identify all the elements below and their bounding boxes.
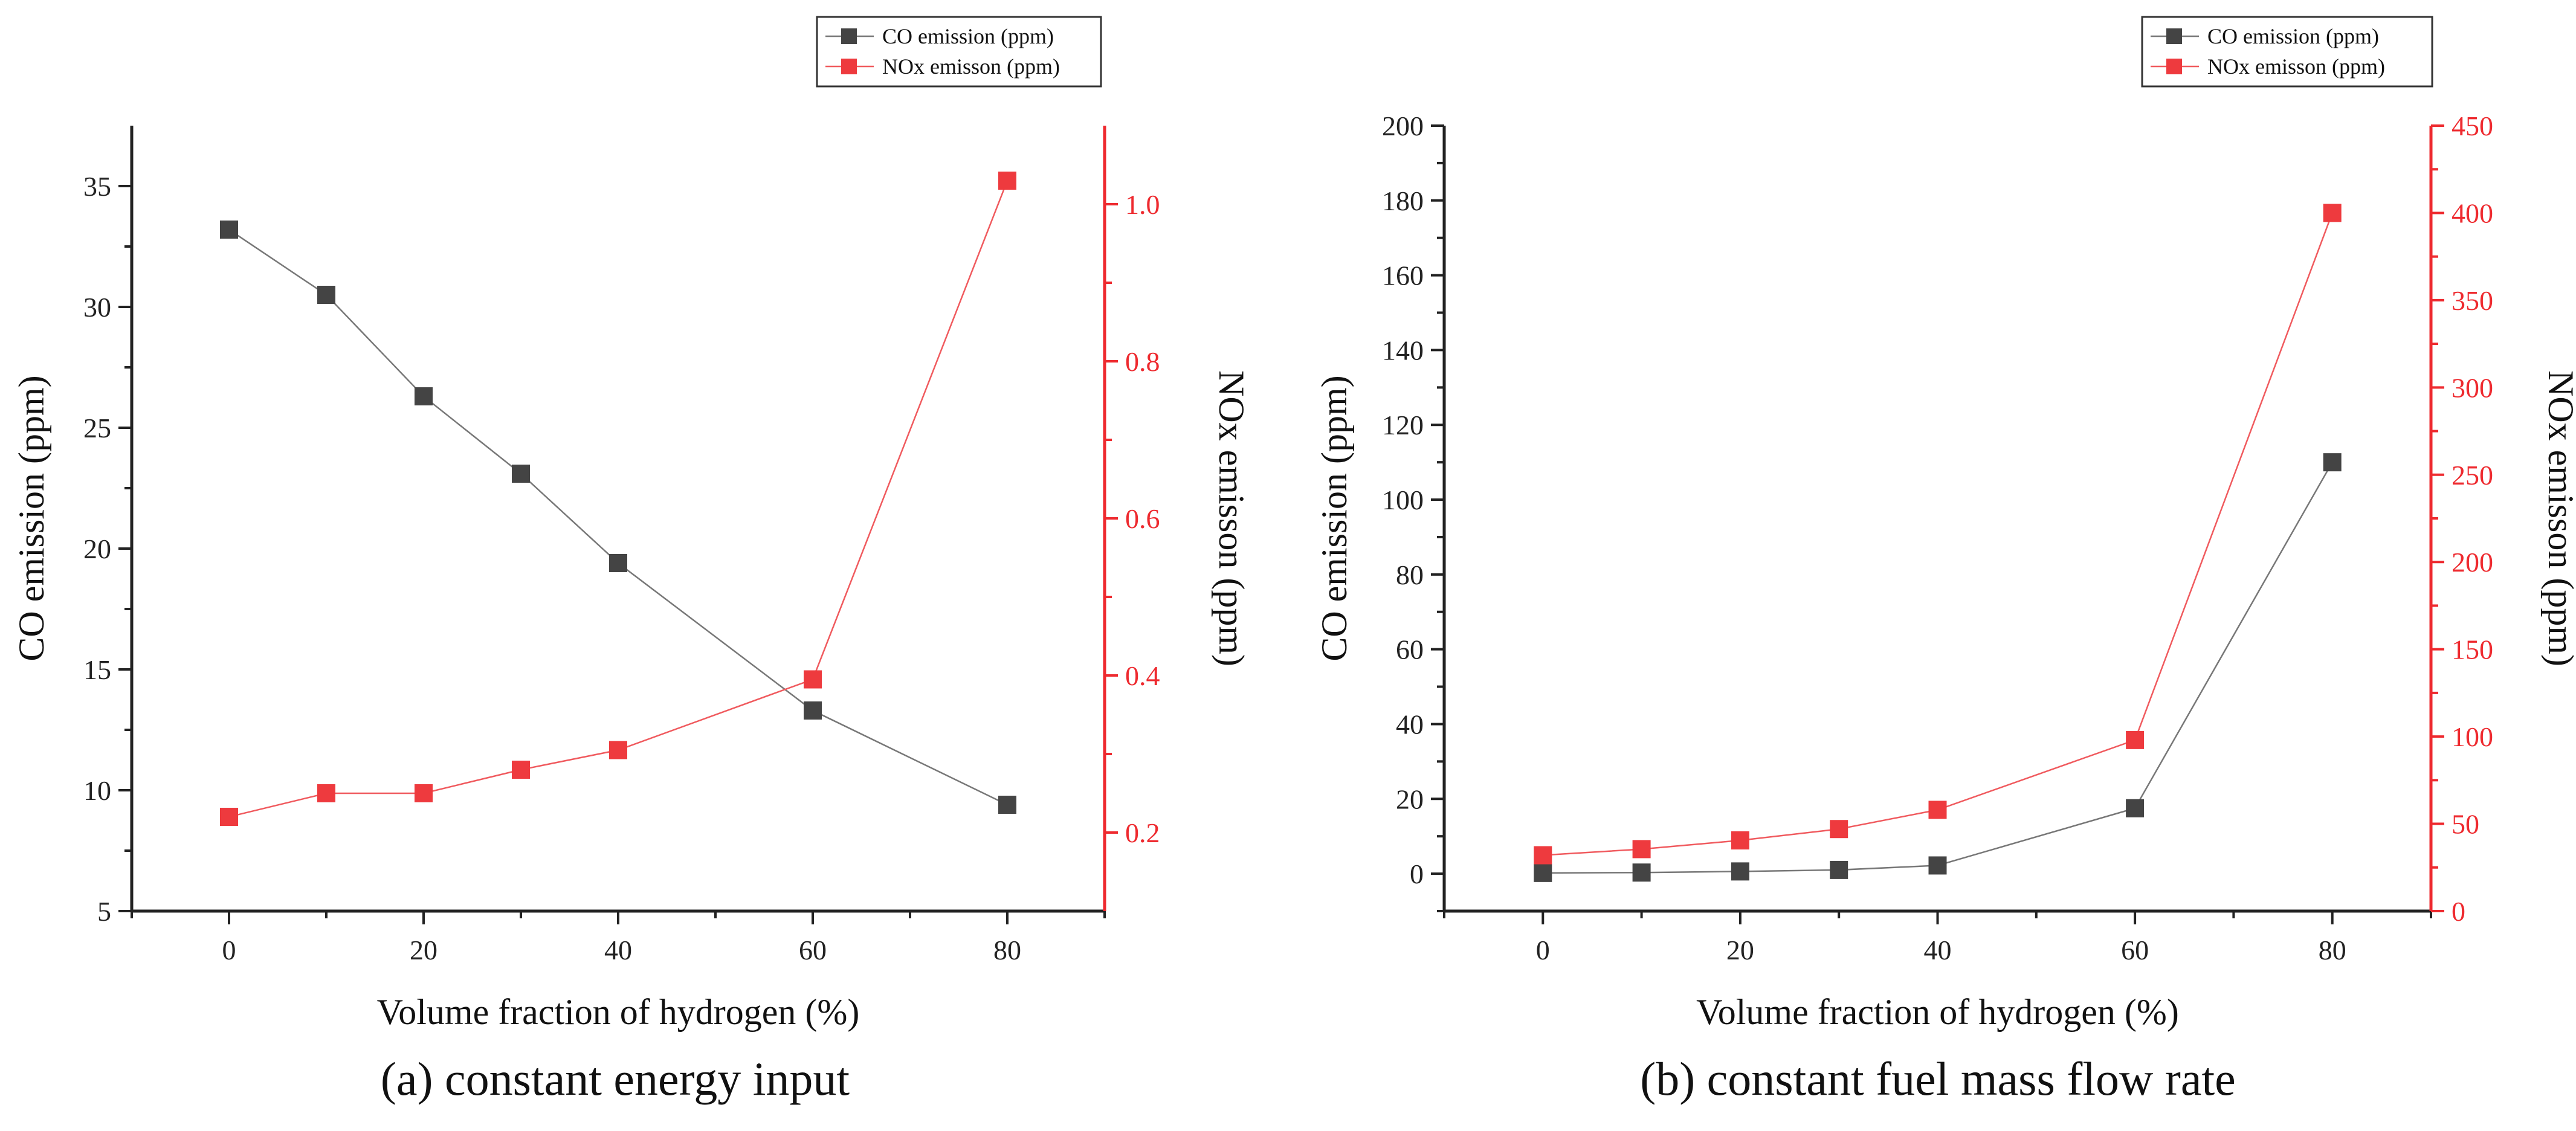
- left-y-tick-label: 140: [1382, 335, 1424, 366]
- x-tick-label: 60: [2121, 935, 2149, 965]
- right-y-tick-label: 350: [2452, 285, 2493, 316]
- left-y-tick-label: 30: [83, 292, 111, 323]
- nox-data-point: [317, 784, 335, 802]
- nox-data-point: [1632, 840, 1651, 859]
- legend-box: [816, 16, 1102, 88]
- left-y-tick-label: 20: [1396, 784, 1424, 814]
- nox-data-point: [1928, 801, 1947, 819]
- nox-series-line: [1543, 213, 2333, 856]
- x-tick-label: 0: [1536, 935, 1550, 965]
- right-y-tick-label: 400: [2452, 198, 2493, 228]
- x-axis-title: Volume fraction of hydrogen (%): [377, 992, 860, 1032]
- legend: CO emission (ppm) NOx emisson (ppm): [2141, 16, 2433, 88]
- co-series-line: [228, 228, 1008, 806]
- nox-data-point: [609, 741, 627, 759]
- right-y-tick-label: 0.6: [1125, 503, 1160, 534]
- co-data-point: [1928, 856, 1947, 875]
- x-tick-label: 40: [1924, 935, 1952, 965]
- right-y-axis-title: NOx emisson (ppm): [1212, 370, 1251, 666]
- right-y-tick-label: 1.0: [1125, 189, 1160, 220]
- right-y-tick-label: 250: [2452, 460, 2493, 491]
- x-tick-label: 80: [993, 935, 1021, 965]
- legend-label: NOx emisson (ppm): [882, 54, 1060, 79]
- legend-co-marker: [841, 28, 857, 44]
- legend-nox-marker: [841, 59, 857, 74]
- co-data-point: [220, 221, 238, 239]
- nox-data-point: [1731, 831, 1749, 849]
- right-y-tick-label: 200: [2452, 547, 2493, 578]
- co-data-point: [415, 387, 433, 405]
- left-y-tick-label: 80: [1396, 559, 1424, 590]
- co-data-point: [2323, 453, 2342, 472]
- x-tick-label: 0: [222, 935, 236, 965]
- left-y-tick-label: 120: [1382, 410, 1424, 440]
- co-data-point: [1632, 863, 1651, 882]
- x-tick-label: 20: [410, 935, 437, 965]
- chart-a: 0 20 40 60 80 5 10 15 20 25 30 35 0.2 0.4 0.6 0.8 1.0 Vol…: [11, 16, 1251, 1105]
- x-tick-label: 20: [1726, 935, 1754, 965]
- legend-label: CO emission (ppm): [2207, 24, 2379, 48]
- legend-label: CO emission (ppm): [882, 24, 1054, 48]
- left-y-tick-label: 35: [83, 171, 111, 202]
- nox-data-point: [2126, 730, 2145, 749]
- left-y-tick-label: 5: [97, 896, 111, 927]
- right-y-tick-label: 0.2: [1125, 817, 1160, 848]
- nox-data-point: [804, 670, 822, 689]
- x-tick-label: 40: [604, 935, 632, 965]
- nox-series-line: [228, 180, 1009, 818]
- co-data-point: [317, 286, 335, 304]
- legend-label: NOx emisson (ppm): [2207, 54, 2385, 79]
- nox-data-point: [220, 808, 238, 826]
- x-axis-title: Volume fraction of hydrogen (%): [1696, 992, 2179, 1032]
- left-y-tick-label: 200: [1382, 111, 1424, 141]
- right-y-axis-title: NOx emisson (ppm): [2541, 370, 2576, 666]
- chart-caption: (b) constant fuel mass flow rate: [1640, 1052, 2236, 1105]
- left-y-tick-label: 25: [83, 413, 111, 443]
- co-data-point: [1830, 860, 1848, 879]
- chart-caption: (a) constant energy input: [381, 1052, 850, 1105]
- left-y-axis-title: CO emission (ppm): [11, 375, 51, 661]
- co-data-point: [2126, 799, 2145, 817]
- x-tick-label: 60: [799, 935, 827, 965]
- legend-nox-marker: [2166, 59, 2182, 74]
- left-y-tick-label: 180: [1382, 185, 1424, 216]
- nox-data-point: [998, 172, 1016, 190]
- co-data-point: [512, 465, 530, 483]
- co-data-point: [1731, 862, 1749, 881]
- left-y-tick-label: 60: [1396, 634, 1424, 665]
- left-y-tick-label: 10: [83, 775, 111, 806]
- right-y-tick-label: 300: [2452, 372, 2493, 403]
- left-y-tick-label: 160: [1382, 260, 1424, 291]
- right-y-tick-label: 0.4: [1125, 660, 1160, 691]
- nox-data-point: [1830, 820, 1848, 839]
- legend: CO emission (ppm) NOx emisson (ppm): [816, 16, 1102, 88]
- right-y-tick-label: 450: [2452, 111, 2493, 141]
- left-y-axis-title: CO emission (ppm): [1314, 375, 1354, 661]
- left-y-tick-label: 0: [1410, 859, 1424, 889]
- right-y-tick-label: 50: [2452, 809, 2479, 840]
- left-y-tick-label: 40: [1396, 709, 1424, 740]
- nox-data-point: [415, 784, 433, 802]
- nox-data-point: [2323, 204, 2342, 222]
- co-data-point: [609, 554, 627, 572]
- right-y-tick-label: 150: [2452, 634, 2493, 665]
- right-y-tick-label: 0: [2452, 896, 2465, 927]
- co-data-point: [998, 796, 1016, 814]
- nox-data-point: [512, 761, 530, 779]
- co-data-point: [804, 701, 822, 720]
- right-y-tick-label: 0.8: [1125, 346, 1160, 377]
- legend-co-marker: [2166, 28, 2182, 44]
- right-y-tick-label: 100: [2452, 721, 2493, 752]
- left-y-tick-label: 20: [83, 533, 111, 564]
- nox-data-point: [1534, 846, 1552, 865]
- legend-box: [2141, 16, 2433, 88]
- co-data-point: [1534, 863, 1552, 882]
- left-y-tick-label: 15: [83, 654, 111, 685]
- x-tick-label: 80: [2319, 935, 2346, 965]
- chart-b: 0 20 40 60 80 0 20 40 60 80 100 120 140 160 180 200 0 50 1…: [1314, 16, 2576, 1105]
- left-y-tick-label: 100: [1382, 485, 1424, 515]
